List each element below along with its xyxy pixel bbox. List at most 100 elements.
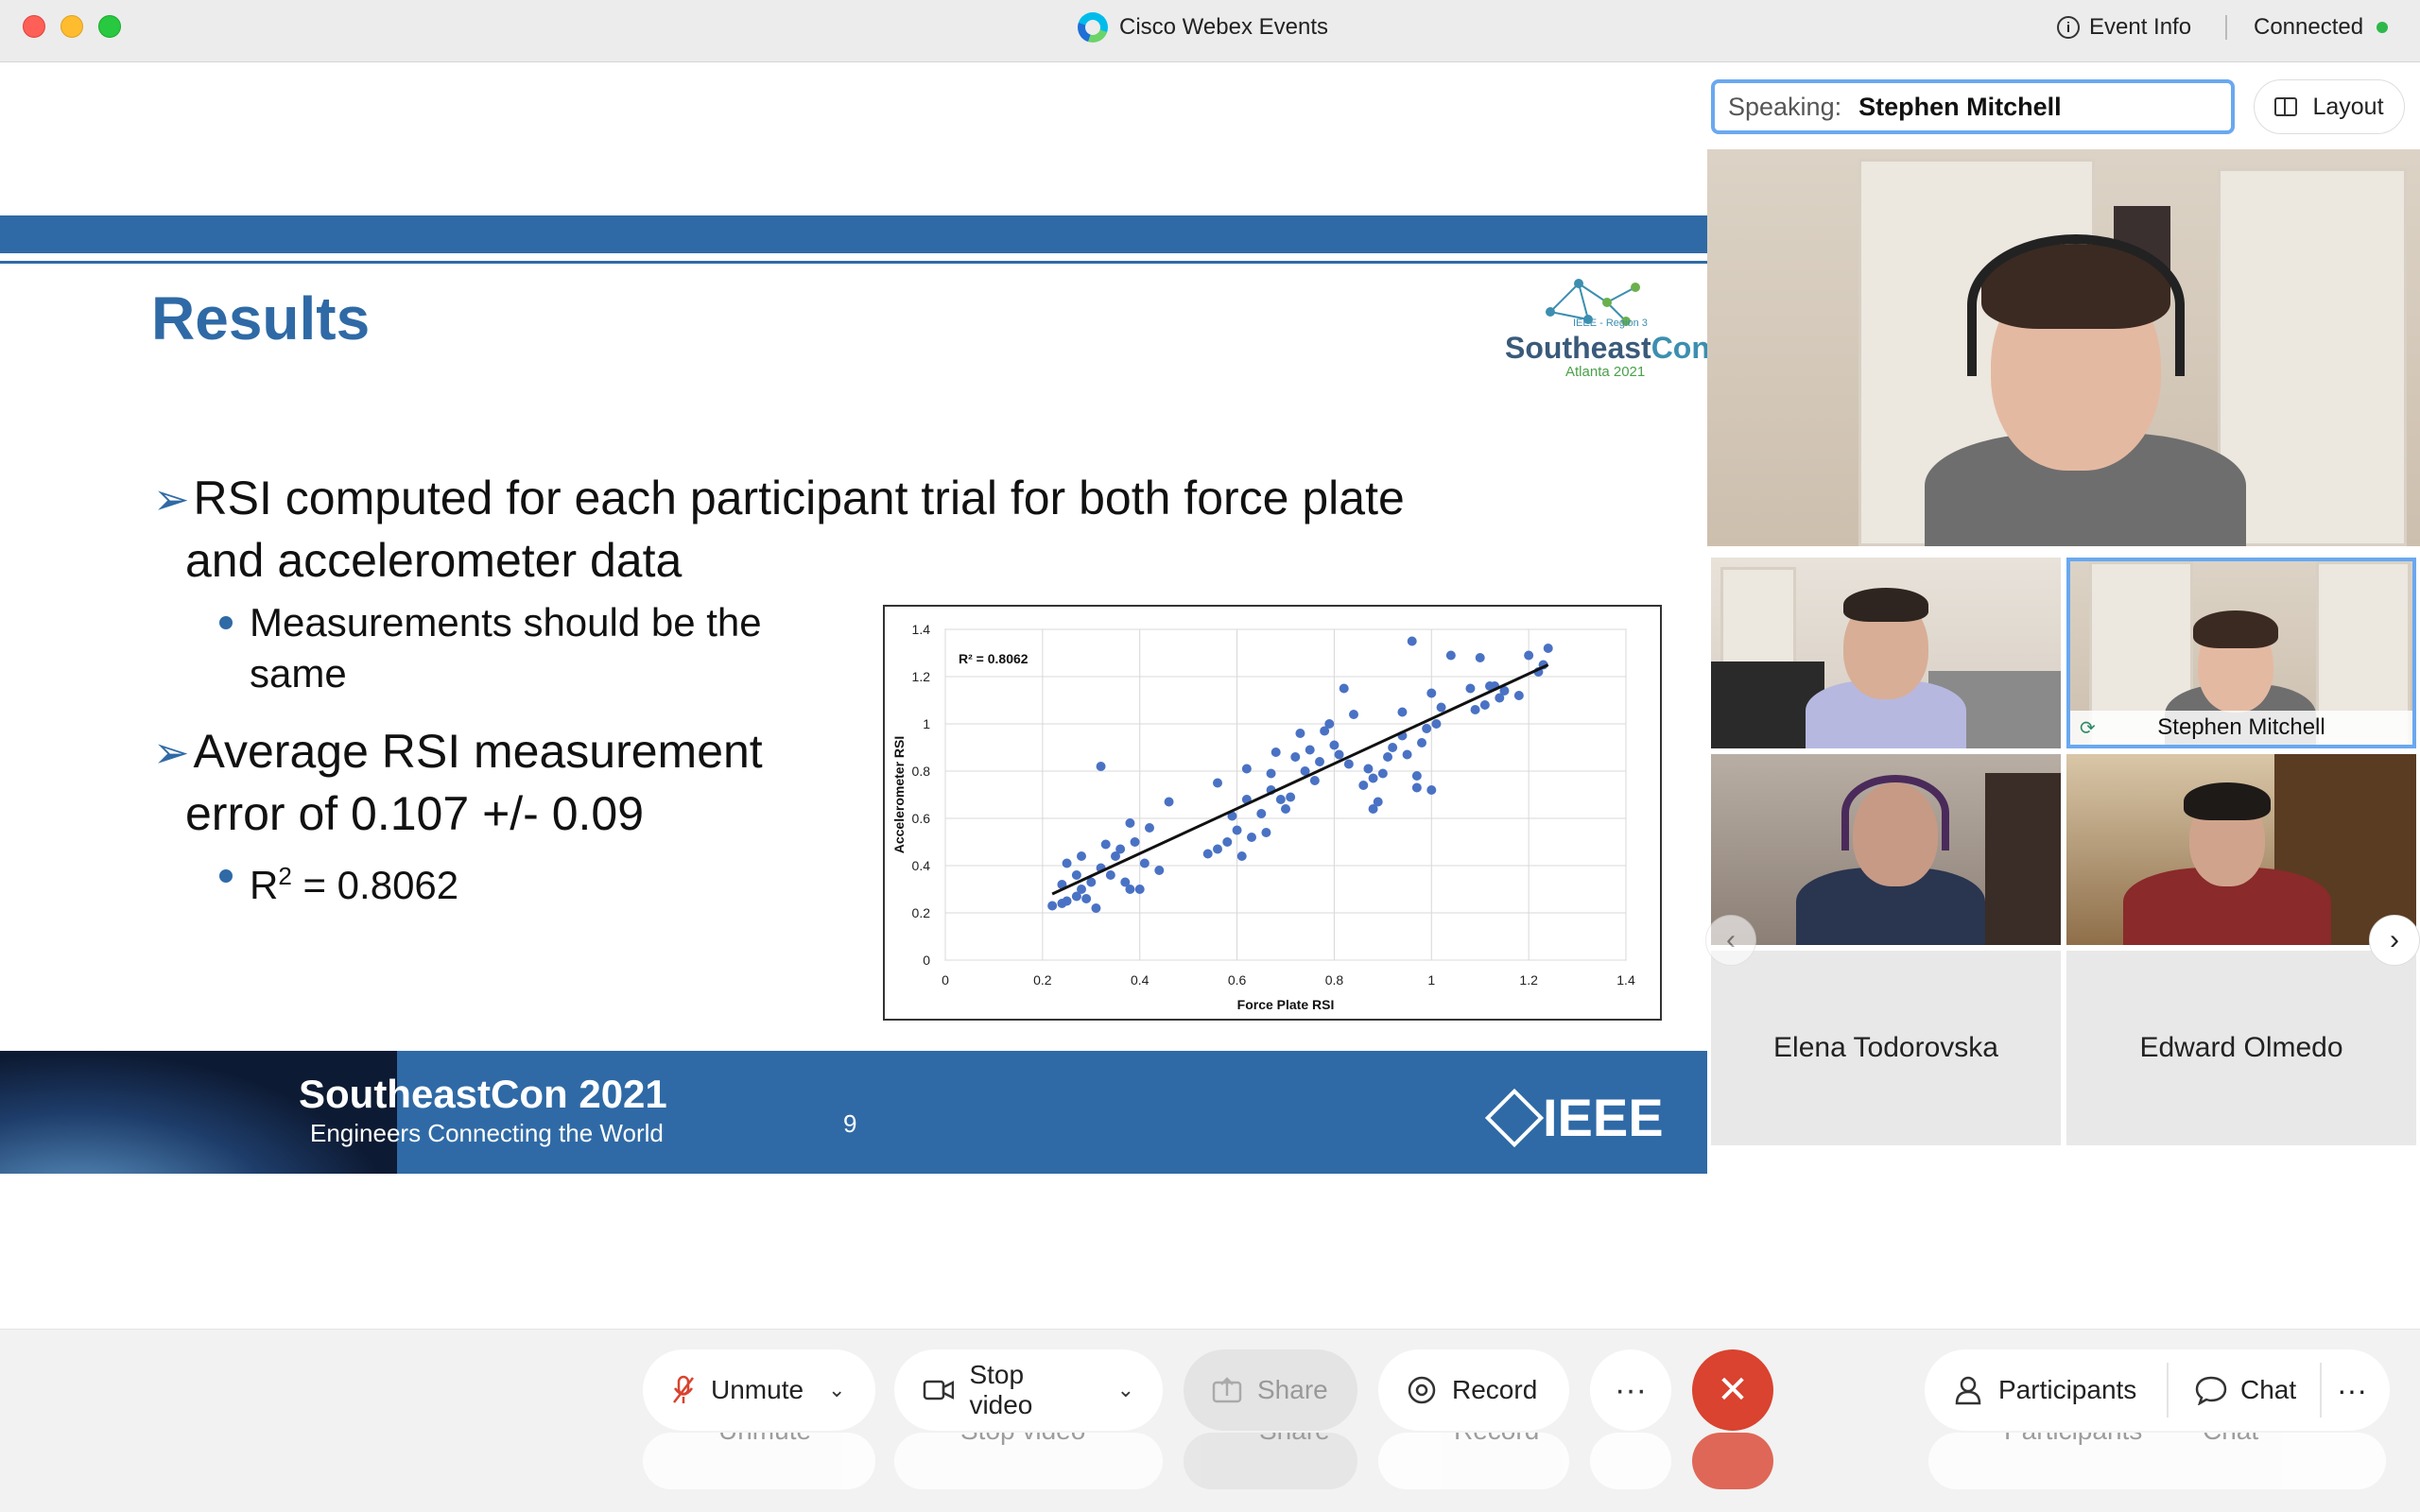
- record-label: Record: [1452, 1375, 1538, 1404]
- webex-logo-icon: [1078, 12, 1108, 43]
- scatter-point: [1105, 870, 1115, 880]
- slide-frame-line: [0, 261, 1707, 266]
- scatter-point: [1071, 870, 1081, 880]
- connection-status: Connected: [2254, 11, 2389, 43]
- group-divider: [2167, 1363, 2169, 1418]
- scatter-point: [1426, 785, 1437, 795]
- scatter-point: [1445, 650, 1456, 661]
- ghost-share-label: Share: [1259, 1433, 1330, 1446]
- participant-tile-no-video[interactable]: Elena Todorovska: [1711, 951, 2061, 1145]
- scatter-point: [1368, 773, 1378, 783]
- bullet-2-line-1: Average RSI measurement: [193, 725, 763, 778]
- minimize-window-button[interactable]: [60, 15, 83, 38]
- participants-icon: [1955, 1376, 1981, 1405]
- more-options-button[interactable]: ···: [1590, 1349, 1671, 1431]
- arrow-bullet-icon: ➢: [153, 728, 190, 777]
- record-button[interactable]: Record: [1378, 1349, 1569, 1431]
- footer-subtitle: Engineers Connecting the World: [310, 1119, 664, 1147]
- scatter-point: [1256, 809, 1267, 818]
- participants-button[interactable]: Participants: [1955, 1349, 2136, 1431]
- arrow-bullet-icon: ➢: [153, 474, 190, 524]
- more-dots-icon: ···: [2337, 1372, 2367, 1407]
- panel-controls-group: Participants Chat ···: [1925, 1349, 2390, 1431]
- x-tick-label: 1: [1427, 972, 1435, 988]
- ghost-unmute-label: Unmute: [718, 1433, 811, 1446]
- scatter-point: [1077, 885, 1086, 894]
- fullscreen-window-button[interactable]: [98, 15, 121, 38]
- ghost-record: Record: [1378, 1433, 1569, 1489]
- scatter-point: [1120, 877, 1131, 887]
- participant-video-tile[interactable]: [1711, 558, 2061, 748]
- southeastcon-logo: IEEE - Region 3 SoutheastCon Atlanta 202…: [1494, 274, 1707, 387]
- bullet-2: ➢Average RSI measurement: [153, 720, 763, 783]
- ghost-right-group: Participants Chat: [1928, 1433, 2386, 1489]
- scatter-point: [1524, 650, 1534, 661]
- sub-bullet-1-line-1: Measurements should be the: [250, 600, 762, 644]
- active-speaker-video[interactable]: [1707, 149, 2420, 546]
- participant-video-tile[interactable]: [1711, 754, 2061, 945]
- scatter-point: [1139, 858, 1150, 868]
- scatter-point: [1202, 849, 1213, 859]
- info-icon: i: [2057, 16, 2080, 39]
- stop-video-button[interactable]: Stop video ⌄: [894, 1349, 1163, 1431]
- x-tick-label: 0.6: [1228, 972, 1247, 988]
- participant-name: Edward Olmedo: [2139, 1032, 2343, 1063]
- r-squared-superscript: 2: [278, 862, 292, 890]
- scatter-point: [1343, 759, 1354, 769]
- rsi-scatter-chart: 0 0.2 0.4 0.6 0.8 1 1.2 1.4 0 0.2 0.4 0.6 0.8 1 1.2 1.4…: [883, 605, 1662, 1021]
- previous-page-button[interactable]: ‹: [1705, 915, 1756, 966]
- r-squared-prefix: R: [250, 863, 279, 907]
- chevron-left-icon: ‹: [1726, 924, 1736, 955]
- participant-video-tile[interactable]: [2066, 754, 2416, 945]
- ghost-stop-video-label: Stop video: [960, 1433, 1085, 1446]
- scatter-point: [1091, 903, 1101, 913]
- scatter-point: [1426, 688, 1437, 698]
- group-divider: [2320, 1363, 2322, 1418]
- event-info-button[interactable]: i Event Info: [2057, 11, 2191, 43]
- chevron-down-icon[interactable]: ⌄: [1116, 1378, 1134, 1401]
- next-page-button[interactable]: ›: [2369, 915, 2420, 966]
- scatter-point: [1373, 797, 1383, 807]
- chat-button[interactable]: Chat: [2195, 1349, 2296, 1431]
- scatter-point: [1368, 804, 1378, 814]
- scatter-point: [1275, 795, 1286, 804]
- app-title-text: Cisco Webex Events: [1119, 14, 1328, 40]
- scatter-point: [1305, 745, 1315, 755]
- scatter-point: [1300, 766, 1310, 776]
- scatter-point: [1513, 691, 1524, 700]
- connection-status-label: Connected: [2254, 14, 2364, 40]
- share-button[interactable]: Share: [1184, 1349, 1357, 1431]
- ieee-wordmark: IEEE: [1543, 1088, 1664, 1147]
- sub-bullet-2: R2 = 0.8062: [250, 850, 458, 911]
- leave-meeting-button[interactable]: ✕: [1692, 1349, 1773, 1431]
- y-tick-label: 0.8: [912, 764, 931, 779]
- slide-title: Results: [151, 284, 371, 352]
- scatter-point: [1402, 749, 1412, 760]
- slide-footer: SoutheastCon 2021 Engineers Connecting t…: [0, 1051, 1707, 1174]
- scatter-point: [1047, 901, 1058, 911]
- panel-more-button[interactable]: ···: [2337, 1349, 2367, 1431]
- scatter-point: [1499, 686, 1510, 696]
- chevron-down-icon[interactable]: ⌄: [828, 1378, 846, 1401]
- layout-button[interactable]: Layout: [2254, 79, 2405, 134]
- bullet-2-line-2: error of 0.107 +/- 0.09: [185, 787, 645, 840]
- unmute-button[interactable]: Unmute ⌄: [643, 1349, 875, 1431]
- participant-tile-no-video[interactable]: Edward Olmedo: [2066, 951, 2416, 1145]
- scatter-point: [1543, 644, 1553, 653]
- logo-wordmark-part1: Southeast: [1505, 331, 1651, 365]
- scatter-plot-svg: 0 0.2 0.4 0.6 0.8 1 1.2 1.4 0 0.2 0.4 0.6 0.8 1 1.2 1.4…: [891, 622, 1635, 1012]
- network-graphic-icon: [1546, 279, 1640, 326]
- close-window-button[interactable]: [23, 15, 45, 38]
- scatter-point: [1411, 771, 1422, 781]
- record-icon: [1408, 1376, 1436, 1404]
- plot-area: [944, 628, 1627, 961]
- scatter-point: [1431, 719, 1442, 729]
- scatter-point: [1222, 837, 1233, 847]
- ghost-participants-label: Participants: [2004, 1433, 2142, 1446]
- share-icon: [1212, 1377, 1242, 1403]
- earth-graphic: [0, 1051, 397, 1174]
- scatter-point: [1241, 764, 1252, 774]
- self-video-tile[interactable]: ⟳ Stephen Mitchell: [2066, 558, 2416, 748]
- bullet-1: ➢RSI computed for each participant trial…: [153, 467, 1405, 530]
- titlebar-divider: [2225, 15, 2227, 40]
